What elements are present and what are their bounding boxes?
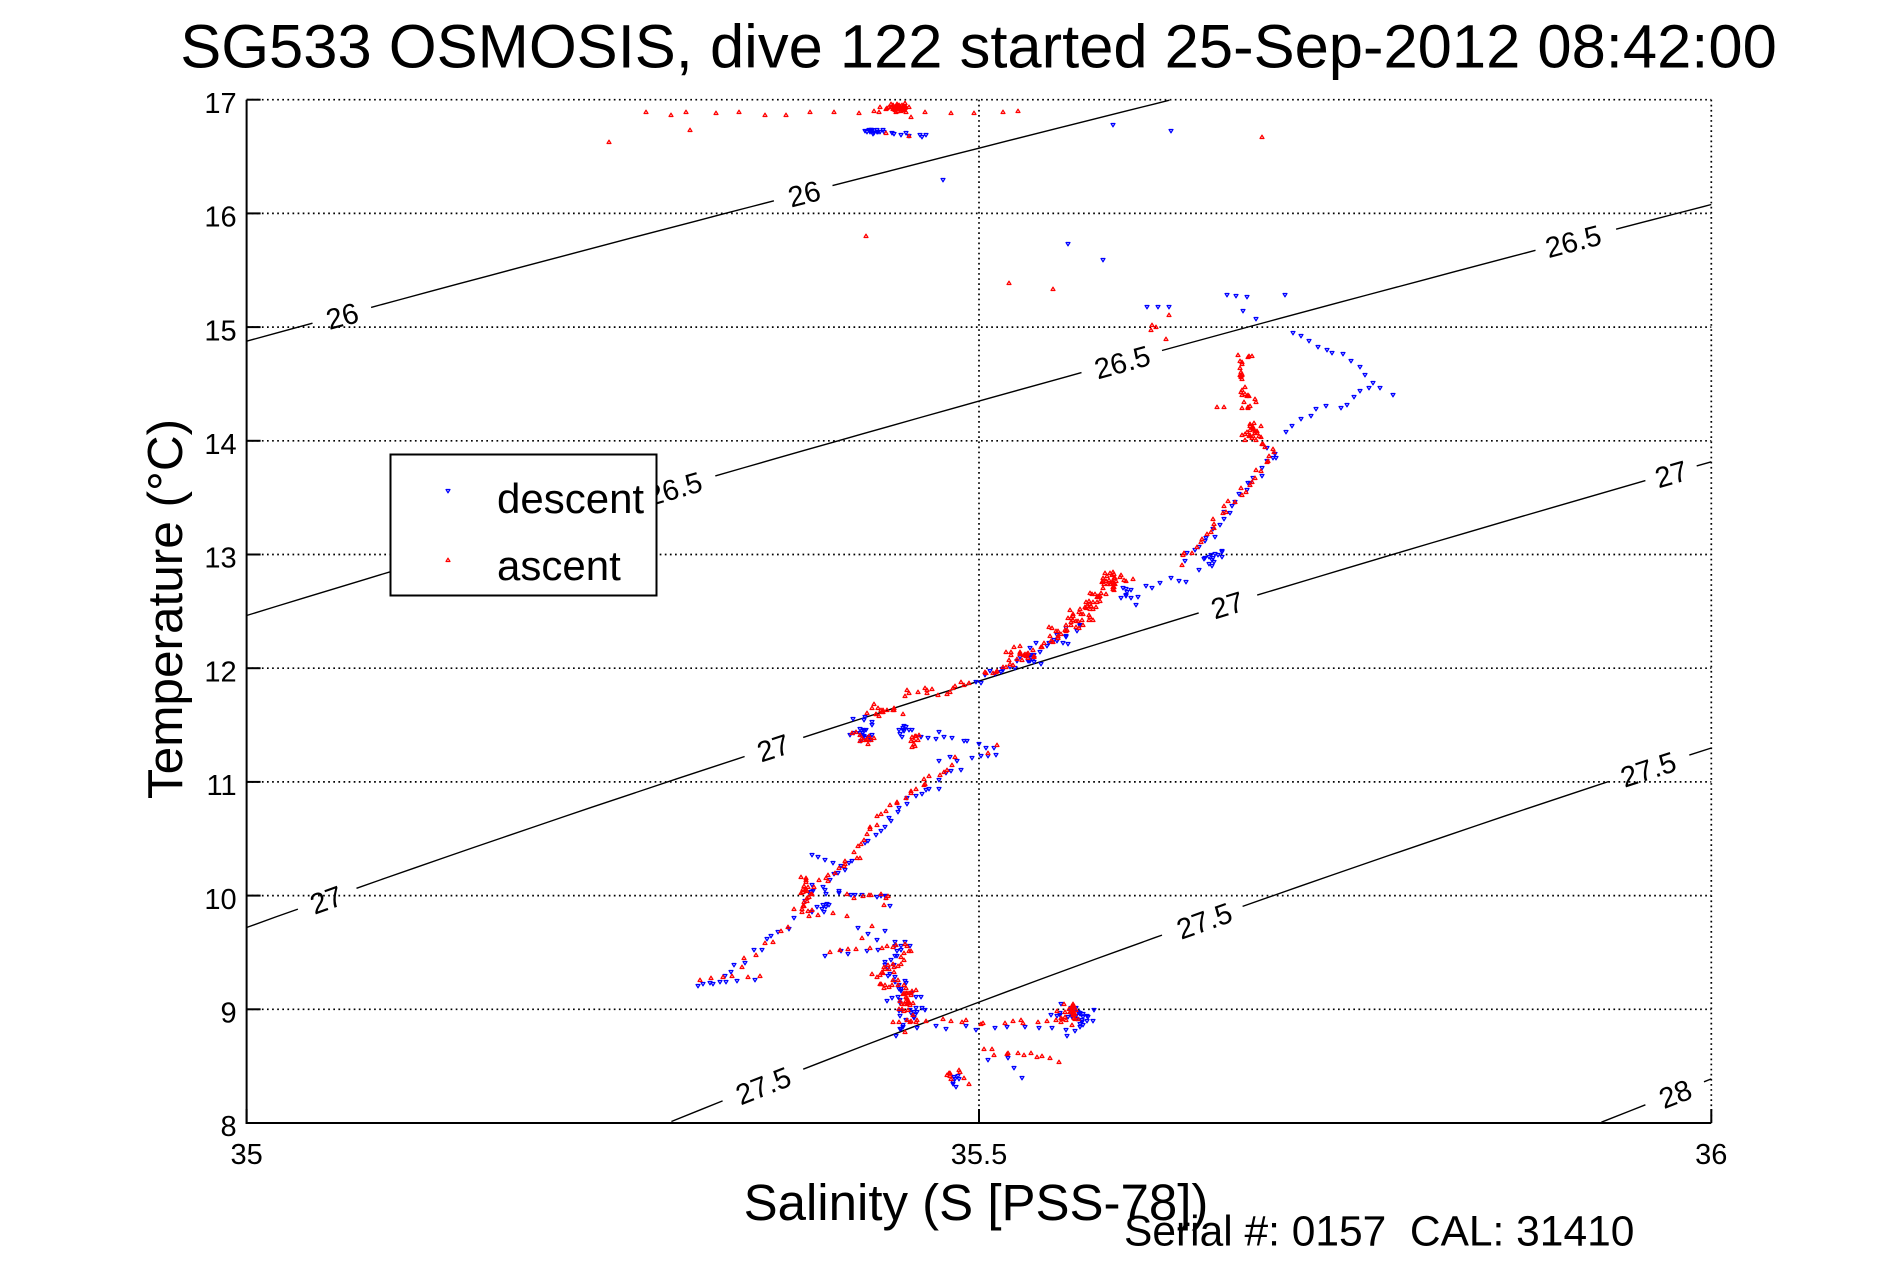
svg-text:11: 11 <box>206 770 236 802</box>
svg-text:35.5: 35.5 <box>951 1139 1007 1171</box>
svg-text:10: 10 <box>204 884 236 916</box>
svg-text:12: 12 <box>204 656 236 688</box>
svg-text:8: 8 <box>220 1111 236 1143</box>
svg-text:13: 13 <box>204 543 236 575</box>
svg-text:36: 36 <box>1695 1139 1727 1171</box>
svg-text:15: 15 <box>204 315 236 347</box>
svg-text:35: 35 <box>230 1139 262 1171</box>
svg-text:ascent: ascent <box>497 542 621 589</box>
svg-text:16: 16 <box>204 202 236 234</box>
svg-text:Temperature (°C): Temperature (°C) <box>138 419 193 799</box>
svg-text:descent: descent <box>497 475 644 522</box>
svg-text:14: 14 <box>204 429 236 461</box>
svg-text:9: 9 <box>220 998 236 1030</box>
svg-text:Salinity (S [PSS-78]): Salinity (S [PSS-78]) <box>744 1174 1209 1231</box>
svg-text:Serial #: 0157 CAL: 31410: Serial #: 0157 CAL: 31410 <box>1124 1209 1634 1256</box>
svg-text:SG533 OSMOSIS, dive 122 starte: SG533 OSMOSIS, dive 122 started 25-Sep-2… <box>180 13 1777 82</box>
svg-text:26: 26 <box>785 175 824 214</box>
svg-text:17: 17 <box>204 88 236 120</box>
